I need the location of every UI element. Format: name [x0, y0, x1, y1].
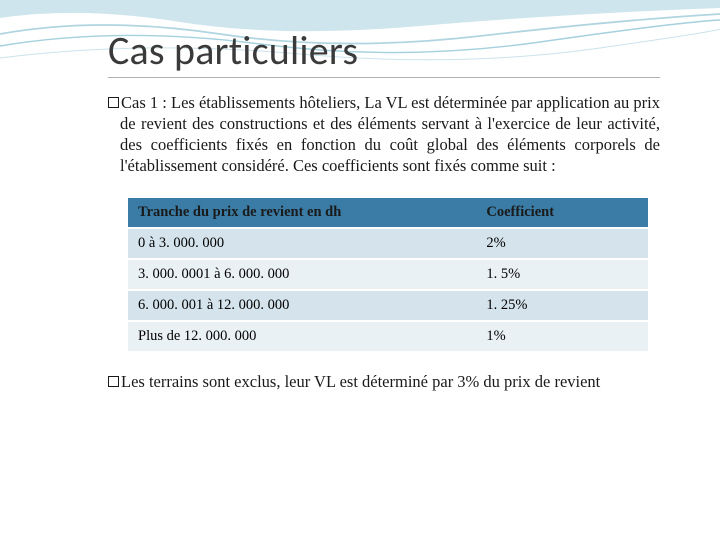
paragraph-terrains: Les terrains sont exclus, leur VL est dé… — [108, 371, 660, 392]
cell-tranche: 6. 000. 001 à 12. 000. 000 — [128, 290, 476, 321]
cell-tranche: 3. 000. 0001 à 6. 000. 000 — [128, 259, 476, 290]
coefficient-table-wrap: Tranche du prix de revient en dh Coeffic… — [108, 198, 660, 351]
cell-coefficient: 1. 25% — [476, 290, 648, 321]
coefficient-table: Tranche du prix de revient en dh Coeffic… — [128, 198, 648, 351]
title-underline — [108, 77, 660, 78]
paragraph-cas1: Cas 1 : Les établissements hôteliers, La… — [108, 92, 660, 176]
table-header-coefficient: Coefficient — [476, 198, 648, 228]
bullet-icon — [108, 376, 119, 387]
table-row: Plus de 12. 000. 0001% — [128, 321, 648, 351]
table-row: 0 à 3. 000. 0002% — [128, 228, 648, 259]
cell-coefficient: 2% — [476, 228, 648, 259]
paragraph-terrains-text: Les terrains sont exclus, leur VL est dé… — [121, 372, 600, 391]
table-header-tranche: Tranche du prix de revient en dh — [128, 198, 476, 228]
page-title: Cas particuliers — [108, 26, 660, 75]
bullet-icon — [108, 97, 119, 108]
cell-coefficient: 1% — [476, 321, 648, 351]
table-row: 3. 000. 0001 à 6. 000. 0001. 5% — [128, 259, 648, 290]
paragraph-cas1-text: Cas 1 : Les établissements hôteliers, La… — [120, 93, 660, 175]
cell-tranche: Plus de 12. 000. 000 — [128, 321, 476, 351]
cell-coefficient: 1. 5% — [476, 259, 648, 290]
table-row: 6. 000. 001 à 12. 000. 0001. 25% — [128, 290, 648, 321]
cell-tranche: 0 à 3. 000. 000 — [128, 228, 476, 259]
